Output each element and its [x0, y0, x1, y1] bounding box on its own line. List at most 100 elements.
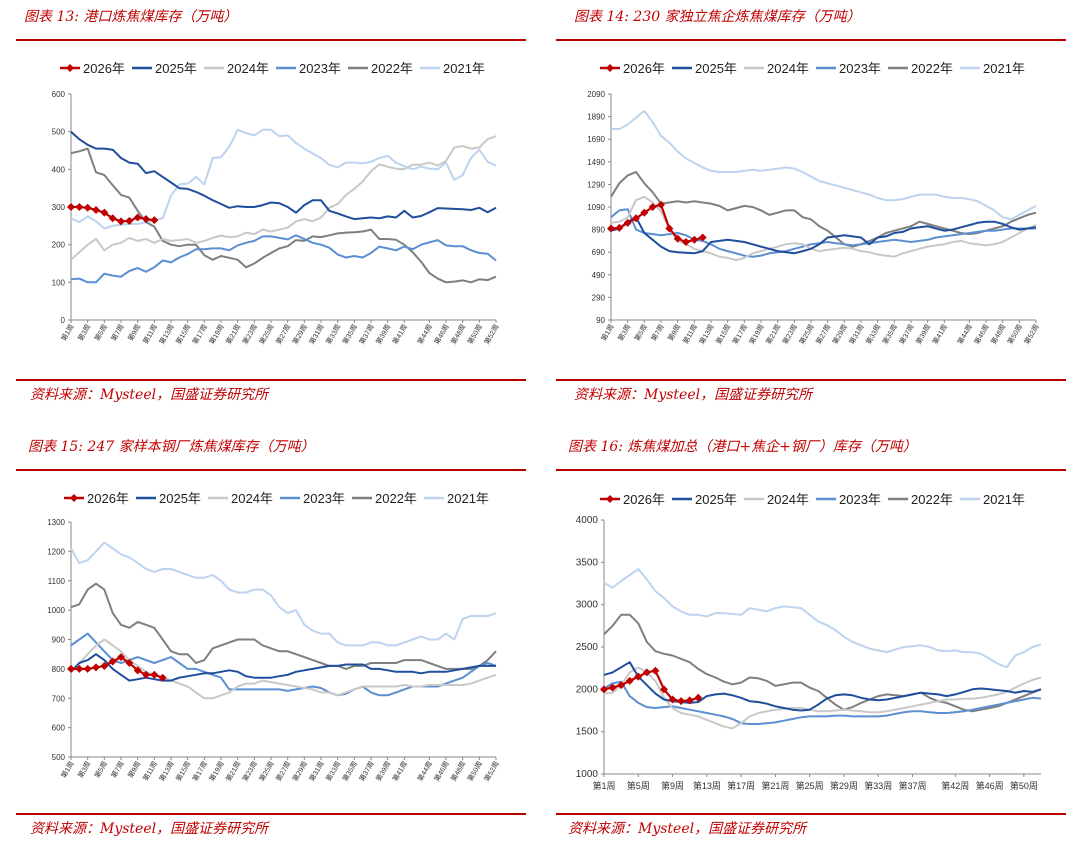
y-tick-label: 2090 — [587, 90, 605, 99]
chart-source: 资料来源：Mysteel，国盛证券研究所 — [568, 821, 807, 837]
x-tick-label: 第31周 — [307, 323, 326, 346]
x-tick-label: 第48周 — [449, 323, 468, 346]
data-point-2026 — [694, 693, 703, 702]
chart-source: 资料来源：Mysteel，国盛证券研究所 — [574, 387, 813, 403]
x-tick-label: 第50周 — [465, 760, 484, 783]
legend-label: 2022年 — [911, 61, 953, 76]
legend-item: 2023年 — [276, 61, 341, 76]
y-tick-label: 1000 — [576, 769, 599, 780]
x-tick-label: 第44周 — [955, 323, 974, 346]
data-point-2026 — [92, 663, 100, 672]
x-tick-label: 第25周 — [796, 780, 824, 791]
legend-marker — [70, 494, 78, 502]
x-tick-label: 第29周 — [290, 760, 309, 783]
x-tick-label: 第11周 — [681, 323, 699, 346]
data-point-2026 — [698, 233, 707, 242]
data-point-2026 — [673, 234, 682, 243]
legend-label: 2025年 — [159, 491, 201, 506]
x-tick-label: 第25周 — [797, 323, 816, 346]
chart-legend: 2026年 2025年 2024年 2023年 2022年 2021年 — [600, 492, 1025, 507]
legend-label: 2023年 — [839, 61, 881, 76]
source-divider — [16, 379, 526, 381]
data-point-2026 — [625, 676, 634, 685]
legend-item: 2022年 — [888, 61, 953, 76]
data-point-2026 — [668, 695, 677, 704]
y-tick-label: 500 — [52, 128, 66, 137]
y-tick-label: 1300 — [47, 518, 65, 527]
y-tick-label: 4000 — [576, 515, 599, 526]
chart-source: 资料来源：Mysteel，国盛证券研究所 — [30, 821, 269, 837]
data-point-2026 — [133, 666, 142, 675]
x-tick-label: 第41周 — [930, 323, 949, 346]
legend-item: 2025年 — [132, 61, 197, 76]
y-tick-label: 1100 — [48, 577, 66, 586]
x-tick-label: 第15周 — [174, 323, 193, 346]
legend-item: 2021年 — [420, 61, 485, 76]
x-tick-label: 第21周 — [764, 323, 783, 346]
legend-label: 2026年 — [87, 491, 129, 506]
x-tick-label: 第27周 — [814, 323, 833, 346]
legend-label: 2022年 — [371, 61, 413, 76]
x-tick-label: 第13周 — [693, 780, 721, 791]
legend-item: 2023年 — [816, 61, 881, 76]
series-line-2022年 — [70, 582, 497, 670]
x-tick-label: 第19周 — [207, 323, 226, 346]
x-tick-label: 第39周 — [374, 760, 393, 783]
x-tick-label: 第1周 — [59, 323, 76, 343]
series-line-2025年 — [70, 130, 497, 221]
legend-item: 2023年 — [816, 492, 881, 507]
legend-label: 2025年 — [695, 61, 737, 76]
legend-item: 2026年 — [600, 492, 665, 507]
data-point-2026 — [685, 696, 694, 705]
legend-item: 2025年 — [672, 492, 737, 507]
data-point-2026 — [615, 223, 624, 232]
legend-item: 2024年 — [744, 61, 809, 76]
data-point-2026 — [617, 681, 626, 690]
legend-item: 2025年 — [136, 491, 201, 506]
legend-item: 2021年 — [960, 61, 1025, 76]
y-tick-label: 2500 — [576, 642, 599, 653]
series-line-2024年 — [70, 135, 497, 261]
x-tick-label: 第21周 — [224, 323, 243, 346]
x-tick-label: 第39周 — [374, 323, 393, 346]
data-point-2026 — [133, 213, 142, 222]
x-tick-label: 第13周 — [157, 760, 176, 783]
x-tick-label: 第25周 — [257, 760, 276, 783]
chart-panel-15: 图表 15: 247 家样本钢厂炼焦煤库存（万吨） 2026年 2025年 2024… — [16, 436, 526, 841]
legend-item: 2024年 — [204, 61, 269, 76]
x-tick-label: 第37周 — [897, 323, 916, 346]
legend-item: 2025年 — [672, 61, 737, 76]
x-tick-label: 第29周 — [830, 780, 858, 791]
x-tick-label: 第35周 — [340, 760, 359, 783]
y-tick-label: 600 — [52, 90, 66, 99]
x-tick-label: 第42周 — [941, 780, 969, 791]
chart-legend: 2026年 2025年 2024年 2023年 2022年 2021年 — [64, 491, 489, 506]
legend-item: 2026年 — [600, 61, 665, 76]
data-point-2026 — [600, 685, 608, 694]
x-tick-label: 第15周 — [174, 760, 193, 783]
x-tick-label: 第3周 — [76, 323, 93, 343]
legend-label: 2023年 — [299, 61, 341, 76]
x-tick-label: 第44周 — [415, 760, 434, 783]
chart-title: 图表 16: 炼焦煤加总（港口+焦企+钢厂）库存（万吨） — [568, 439, 917, 455]
y-tick-label: 1290 — [587, 180, 605, 189]
data-point-2026 — [142, 670, 150, 679]
x-tick-label: 第3周 — [616, 323, 633, 343]
x-tick-label: 第5周 — [92, 323, 109, 343]
chart-legend: 2026年 2025年 2024年 2023年 2022年 2021年 — [600, 61, 1025, 76]
data-point-2026 — [677, 697, 686, 706]
chart-panel-14: 图表 14: 230 家独立焦企炼焦煤库存（万吨） 2026年 2025年 2024… — [556, 6, 1066, 406]
x-tick-label: 第13周 — [157, 323, 176, 346]
y-tick-label: 690 — [592, 248, 606, 257]
x-tick-label: 第23周 — [780, 323, 799, 346]
y-tick-label: 1000 — [47, 606, 65, 615]
legend-label: 2025年 — [695, 492, 737, 507]
y-tick-label: 3000 — [576, 600, 599, 611]
legend-label: 2025年 — [155, 61, 197, 76]
x-tick-label: 第46周 — [976, 780, 1004, 791]
legend-item: 2022年 — [888, 492, 953, 507]
chart-14-svg: 2026年 2025年 2024年 2023年 2022年 2021年 90 290 490 69… — [587, 61, 1041, 346]
data-point-2026 — [75, 664, 84, 673]
x-tick-label: 第50周 — [465, 323, 484, 346]
x-tick-label: 第17周 — [730, 323, 749, 346]
